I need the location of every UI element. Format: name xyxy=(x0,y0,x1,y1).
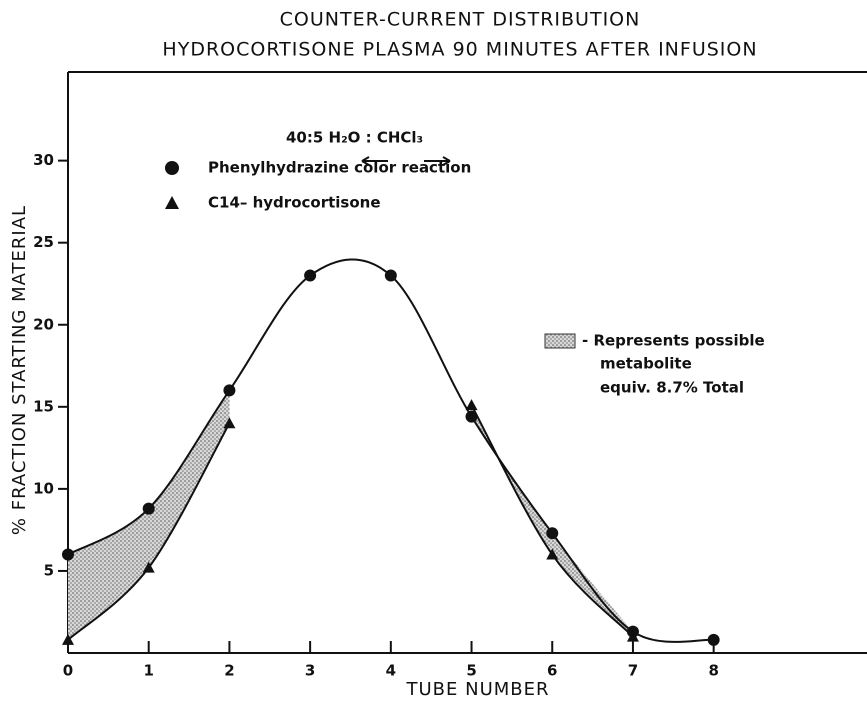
legend-label: Phenylhydrazine color reaction xyxy=(208,159,471,177)
annotation: 40:5 H₂O : CHCl₃ xyxy=(286,129,423,147)
data-point xyxy=(465,410,478,423)
arrow xyxy=(361,156,388,166)
data-point xyxy=(546,527,559,540)
annotation: metabolite xyxy=(600,355,692,373)
x-tick-label: 3 xyxy=(305,662,315,680)
x-tick-label: 7 xyxy=(628,662,638,680)
data-point xyxy=(142,561,155,573)
data-point xyxy=(384,269,397,282)
y-tick-label: 10 xyxy=(33,479,54,497)
x-tick-label: 1 xyxy=(143,662,153,680)
metabolite-area xyxy=(471,405,633,637)
data-point xyxy=(546,548,559,560)
series-line xyxy=(470,404,634,638)
series-line xyxy=(67,258,714,643)
chart-subtitle: HYDROCORTISONE PLASMA 90 MINUTES AFTER I… xyxy=(162,39,757,61)
data-point xyxy=(223,417,236,429)
y-tick-label: 30 xyxy=(33,151,54,169)
arrow xyxy=(424,156,451,166)
y-axis-label: % FRACTION STARTING MATERIAL xyxy=(9,205,30,535)
legend-marker xyxy=(165,161,179,175)
annotation: - Represents possible xyxy=(582,332,765,350)
legend-label: C14– hydrocortisone xyxy=(208,194,381,212)
data-point xyxy=(304,269,317,282)
x-axis-label: TUBE NUMBER xyxy=(405,679,549,700)
x-tick-label: 5 xyxy=(466,662,476,680)
x-tick-label: 6 xyxy=(547,662,557,680)
y-tick-label: 25 xyxy=(33,233,54,251)
x-tick-label: 2 xyxy=(224,662,234,680)
x-tick-label: 8 xyxy=(708,662,718,680)
y-tick-label: 5 xyxy=(44,561,54,579)
x-tick-label: 0 xyxy=(63,662,73,680)
chart-title: COUNTER-CURRENT DISTRIBUTION xyxy=(280,9,641,31)
data-point xyxy=(62,548,74,561)
legend-marker xyxy=(165,196,179,209)
annotation: equiv. 8.7% Total xyxy=(600,379,744,397)
metabolite-area xyxy=(68,390,230,640)
legend-swatch xyxy=(544,333,576,349)
y-tick-label: 15 xyxy=(33,397,54,415)
y-tick-label: 20 xyxy=(33,315,54,333)
data-point xyxy=(62,633,74,645)
x-tick-label: 4 xyxy=(386,662,396,680)
data-point xyxy=(142,502,155,515)
data-point xyxy=(465,399,478,411)
data-point xyxy=(707,633,720,646)
data-point xyxy=(626,630,639,642)
data-point xyxy=(223,384,236,397)
